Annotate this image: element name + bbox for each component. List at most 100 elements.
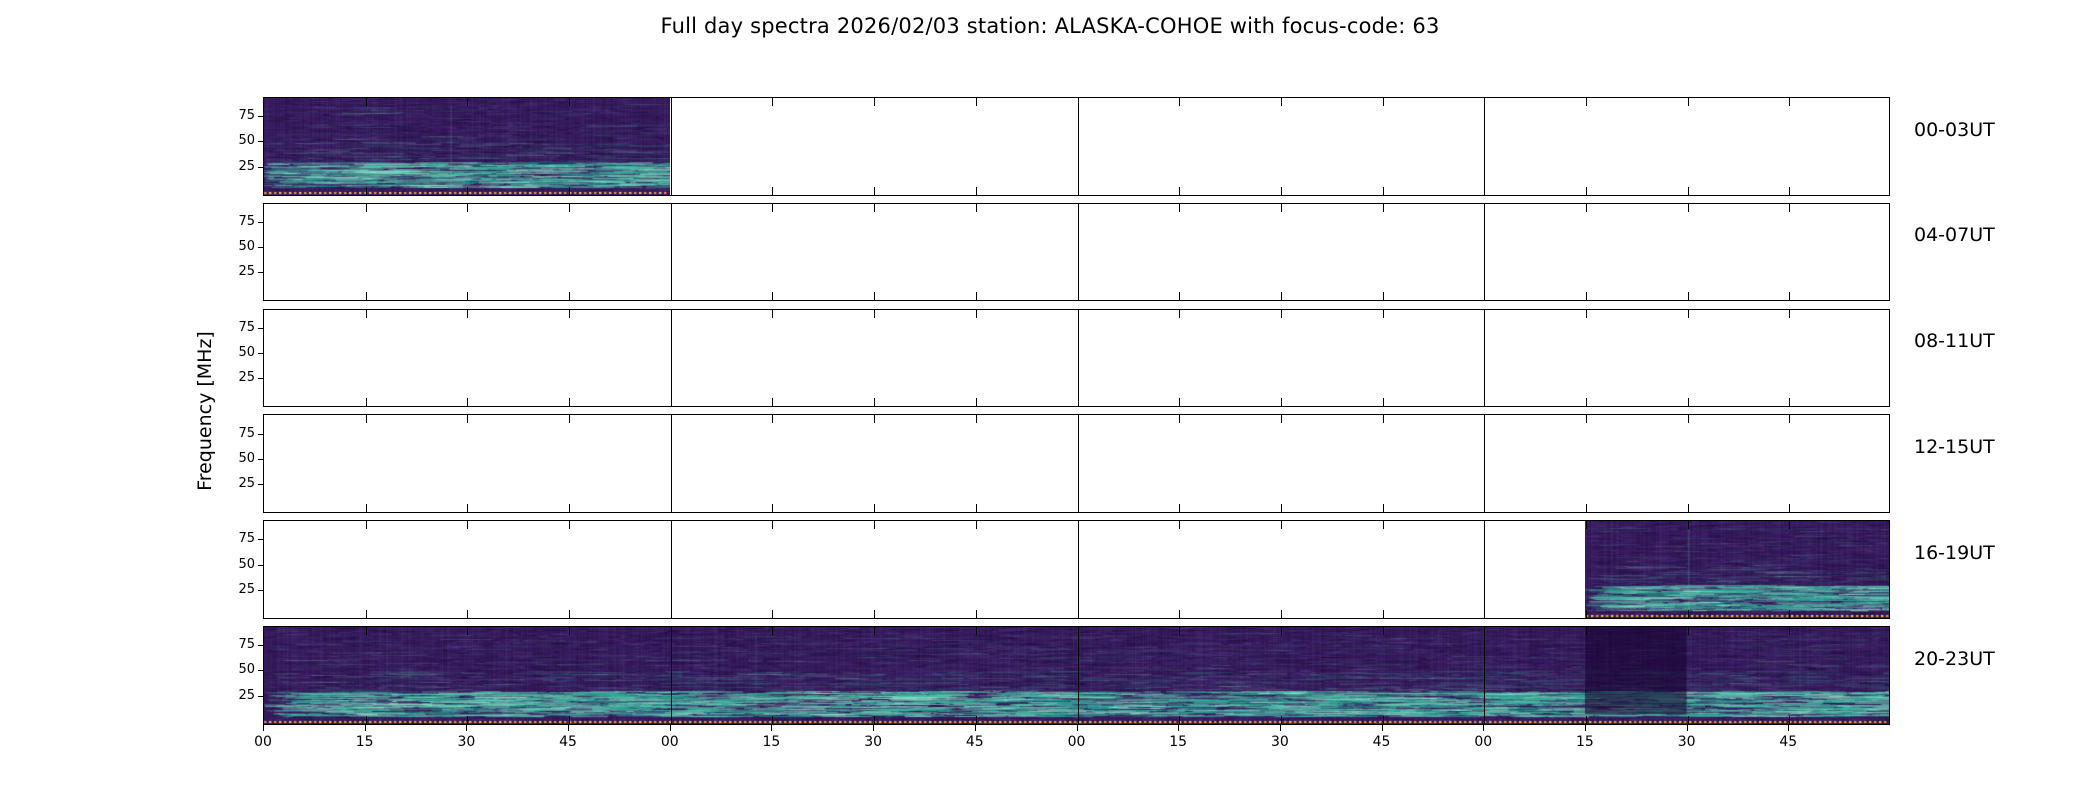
quarter-tick-top [1382, 415, 1384, 424]
quarter-tick-bottom [1179, 398, 1181, 407]
quarter-tick-top [467, 627, 469, 635]
y-tick-mark [258, 352, 263, 354]
hour-divider [1484, 203, 1486, 301]
quarter-tick-bottom [467, 609, 469, 618]
quarter-tick-top [569, 98, 571, 106]
row-time-label: 00-03UT [1914, 118, 1995, 141]
y-tick-mark [258, 645, 263, 647]
quarter-tick-bottom [569, 186, 571, 195]
x-tick-label: 45 [965, 733, 984, 750]
quarter-tick-top [1179, 203, 1181, 212]
y-tick-label: 50 [238, 450, 255, 466]
hour-divider [670, 98, 672, 195]
quarter-tick-bottom [365, 609, 367, 618]
quarter-tick-bottom [1585, 186, 1587, 195]
hour-divider [1077, 309, 1079, 407]
quarter-tick-top [1585, 203, 1587, 212]
y-tick-label: 75 [238, 531, 255, 547]
quarter-tick-top [1789, 415, 1791, 424]
quarter-tick-top [772, 521, 774, 530]
quarter-tick-bottom [1687, 292, 1689, 301]
quarter-tick-bottom [1179, 186, 1181, 195]
y-tick-mark [258, 166, 263, 168]
y-tick-label: 50 [238, 556, 255, 572]
y-tick-label: 25 [238, 370, 255, 386]
chart-title: Full day spectra 2026/02/03 station: ALA… [660, 14, 1440, 38]
y-tick-mark [258, 141, 263, 143]
y-tick-mark [258, 116, 263, 118]
quarter-tick-top [874, 627, 876, 635]
quarter-tick-bottom [1585, 715, 1587, 724]
quarter-tick-bottom [365, 715, 367, 724]
quarter-tick-bottom [365, 398, 367, 407]
quarter-tick-top [1382, 627, 1384, 635]
quarter-tick-bottom [1585, 398, 1587, 407]
y-tick-mark [258, 327, 263, 329]
quarter-tick-top [874, 203, 876, 212]
y-tick-label: 25 [238, 158, 255, 174]
y-tick-mark [258, 483, 263, 485]
quarter-tick-top [365, 521, 367, 530]
quarter-tick-bottom [1382, 503, 1384, 512]
y-tick-label: 50 [238, 133, 255, 149]
hour-divider [670, 521, 672, 618]
quarter-tick-top [1687, 309, 1689, 318]
quarter-tick-bottom [1789, 503, 1791, 512]
quarter-tick-top [874, 98, 876, 106]
y-tick-label: 25 [238, 581, 255, 597]
x-tick-label: 30 [864, 733, 883, 750]
row-time-label: 08-11UT [1914, 330, 1995, 353]
quarter-tick-top [975, 98, 977, 106]
hour-divider [1077, 627, 1079, 724]
quarter-tick-bottom [569, 609, 571, 618]
quarter-tick-top [569, 521, 571, 530]
quarter-tick-top [365, 98, 367, 106]
x-tick-mark [1584, 724, 1586, 731]
x-tick-mark [974, 724, 976, 731]
quarter-tick-top [1789, 627, 1791, 635]
quarter-tick-top [874, 309, 876, 318]
quarter-tick-bottom [975, 503, 977, 512]
row-time-label: 12-15UT [1914, 435, 1995, 458]
quarter-tick-top [1280, 521, 1282, 530]
quarter-tick-top [1280, 98, 1282, 106]
quarter-tick-top [1179, 415, 1181, 424]
quarter-tick-bottom [874, 186, 876, 195]
quarter-tick-top [1687, 521, 1689, 530]
hour-divider [1077, 415, 1079, 512]
spectrogram-panel-row-3 [263, 414, 1890, 513]
y-tick-mark [258, 695, 263, 697]
quarter-tick-top [975, 203, 977, 212]
hour-divider [1484, 627, 1486, 724]
quarter-tick-top [1382, 203, 1384, 212]
quarter-tick-top [772, 98, 774, 106]
quarter-tick-top [365, 627, 367, 635]
quarter-tick-top [975, 521, 977, 530]
y-tick-mark [258, 378, 263, 380]
quarter-tick-bottom [1789, 715, 1791, 724]
x-tick-mark [1686, 724, 1688, 731]
quarter-tick-top [1789, 521, 1791, 530]
x-tick-mark [263, 724, 264, 731]
quarter-tick-bottom [365, 503, 367, 512]
quarter-tick-bottom [365, 292, 367, 301]
x-tick-label: 30 [1677, 733, 1696, 750]
quarter-tick-bottom [569, 398, 571, 407]
quarter-tick-bottom [1280, 503, 1282, 512]
x-tick-mark [1178, 724, 1180, 731]
x-tick-label: 45 [1372, 733, 1391, 750]
quarter-tick-top [467, 203, 469, 212]
quarter-tick-top [1382, 98, 1384, 106]
hour-divider [670, 415, 672, 512]
quarter-tick-bottom [1280, 715, 1282, 724]
quarter-tick-bottom [975, 186, 977, 195]
y-tick-label: 25 [238, 264, 255, 280]
quarter-tick-top [1280, 627, 1282, 635]
quarter-tick-top [772, 415, 774, 424]
quarter-tick-bottom [467, 715, 469, 724]
quarter-tick-bottom [772, 398, 774, 407]
quarter-tick-bottom [1280, 609, 1282, 618]
x-tick-mark [1279, 724, 1281, 731]
quarter-tick-top [1585, 415, 1587, 424]
quarter-tick-bottom [772, 186, 774, 195]
